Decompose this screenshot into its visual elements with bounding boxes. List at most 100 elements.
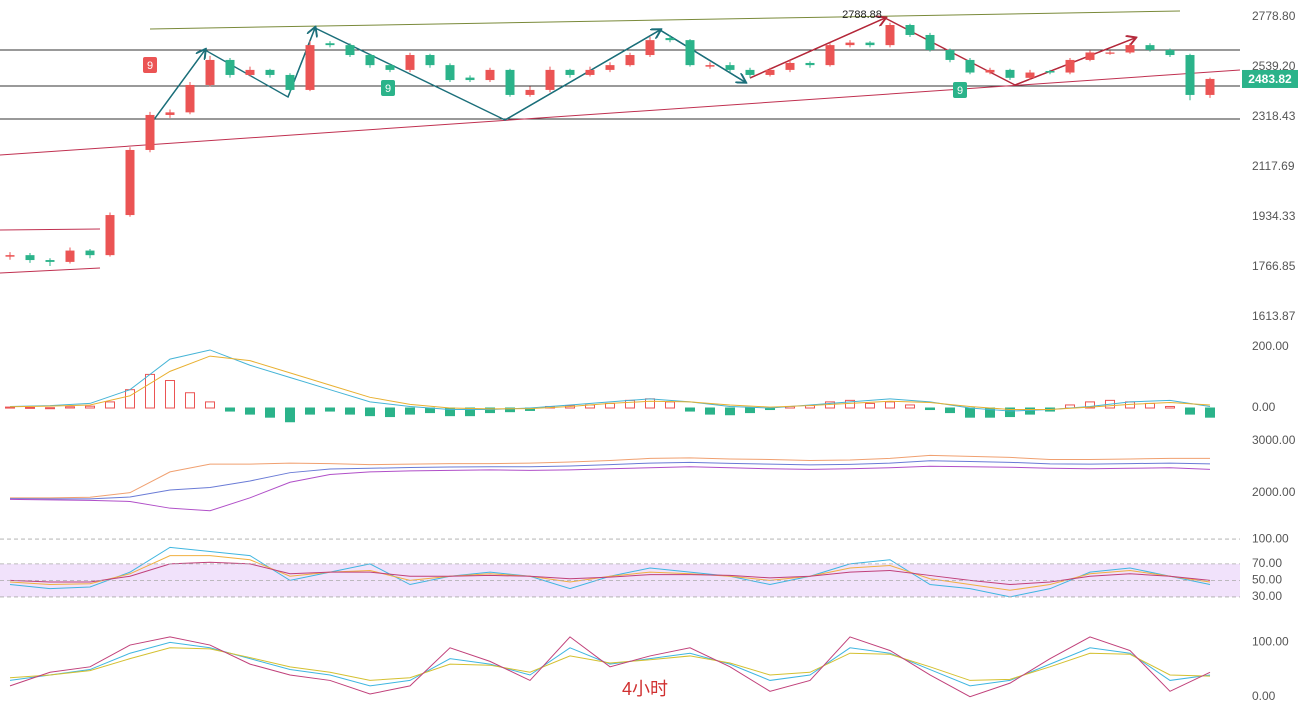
candle-body [905,25,915,35]
candle-body [165,112,175,115]
macd-bar [65,406,75,409]
macd-bar [865,402,875,409]
candle-body [125,149,135,216]
macd-bar [1205,407,1215,418]
indicator-line [9,641,1211,687]
high-annotation: 2788.88 [842,9,882,21]
macd-bar [665,401,675,409]
macd-bar [345,407,355,415]
macd-bar [845,399,855,409]
candle-body [685,40,695,66]
candle-body [345,45,355,56]
macd-bar [105,401,115,409]
candle-body [1105,52,1115,54]
candle-body [565,69,575,75]
macd-bar [965,407,975,418]
y-tick-label: 30.00 [1252,589,1282,603]
candle-body [245,69,255,75]
indicator-line [9,555,1211,591]
candle-body [865,42,875,46]
candle-body [745,69,755,75]
candle-body [645,40,655,56]
candle-body [465,77,475,81]
drawings [0,10,1241,274]
macd-bar [25,406,35,409]
macd-bar [165,380,175,409]
candle-body [625,55,635,66]
candle-body [885,25,895,46]
y-tick-label: 3000.00 [1252,433,1296,447]
candle-body [965,59,975,73]
candle-body [1045,70,1055,73]
candle-body [505,69,515,95]
y-tick-label: 1934.33 [1252,209,1296,223]
macd-bar [145,373,155,409]
macd-bar [885,401,895,409]
macd-bar [625,399,635,409]
candle-body [785,62,795,70]
candle-body [1165,49,1175,56]
candle-body [825,45,835,66]
candle-body [1205,78,1215,95]
wave-arrow [504,30,660,121]
marker-label: 9 [385,83,391,95]
macd-bar [1145,402,1155,409]
y-tick-label: 100.00 [1252,531,1289,545]
marker-box [953,82,967,98]
candle-body [1005,69,1015,78]
macd-bar [325,407,335,412]
candle-body [485,69,495,81]
wave-arrow [749,18,885,79]
trend-line [149,10,1181,30]
y-tick-label: 2778.80 [1252,9,1296,23]
macd-bar [265,407,275,418]
candle-body [545,69,555,90]
y-tick-label: 100.00 [1252,635,1289,649]
candle-body [1125,45,1135,53]
candle-body [105,215,115,256]
candle-body [705,65,715,67]
candle-body [225,59,235,75]
macd-bar [285,407,295,423]
candle-body [1065,59,1075,73]
price-label: 2483.82 [1248,72,1292,86]
y-tick-label: 0.00 [1252,400,1276,414]
y-tick-label: 200.00 [1252,339,1289,353]
candle-body [85,250,95,256]
macd-bar [905,404,915,409]
candle-body [525,89,535,95]
candle-body [925,34,935,50]
candle-body [5,255,15,257]
macd-bar [185,392,195,409]
period-label: 4小时 [622,679,668,699]
macd-bar [225,407,235,412]
macd-bar [1005,407,1015,418]
macd-bar [205,401,215,409]
indicator-line [9,465,1211,512]
wave-arrow [1014,38,1135,86]
y-tick-label: 2318.43 [1252,109,1296,123]
macd-bar [125,389,135,409]
y-tick-label: 0.00 [1252,689,1276,703]
candle-body [25,255,35,261]
macd-bar [1025,407,1035,415]
y-tick-label: 50.00 [1252,573,1282,587]
candle-body [325,43,335,46]
indicator-line [9,647,1211,681]
macd-bar [385,407,395,418]
macd-bar [85,405,95,409]
candle-body [285,74,295,90]
marker-label: 9 [147,60,153,72]
candle-body [305,45,315,90]
macd-bar [505,407,515,413]
candle-body [1145,45,1155,50]
candle-body [205,59,215,85]
candle-body [985,69,995,73]
candle-body [1085,52,1095,60]
macd-bar [745,407,755,414]
macd-bar [1185,407,1195,415]
candle-body [1025,72,1035,78]
channel-line [0,267,101,274]
